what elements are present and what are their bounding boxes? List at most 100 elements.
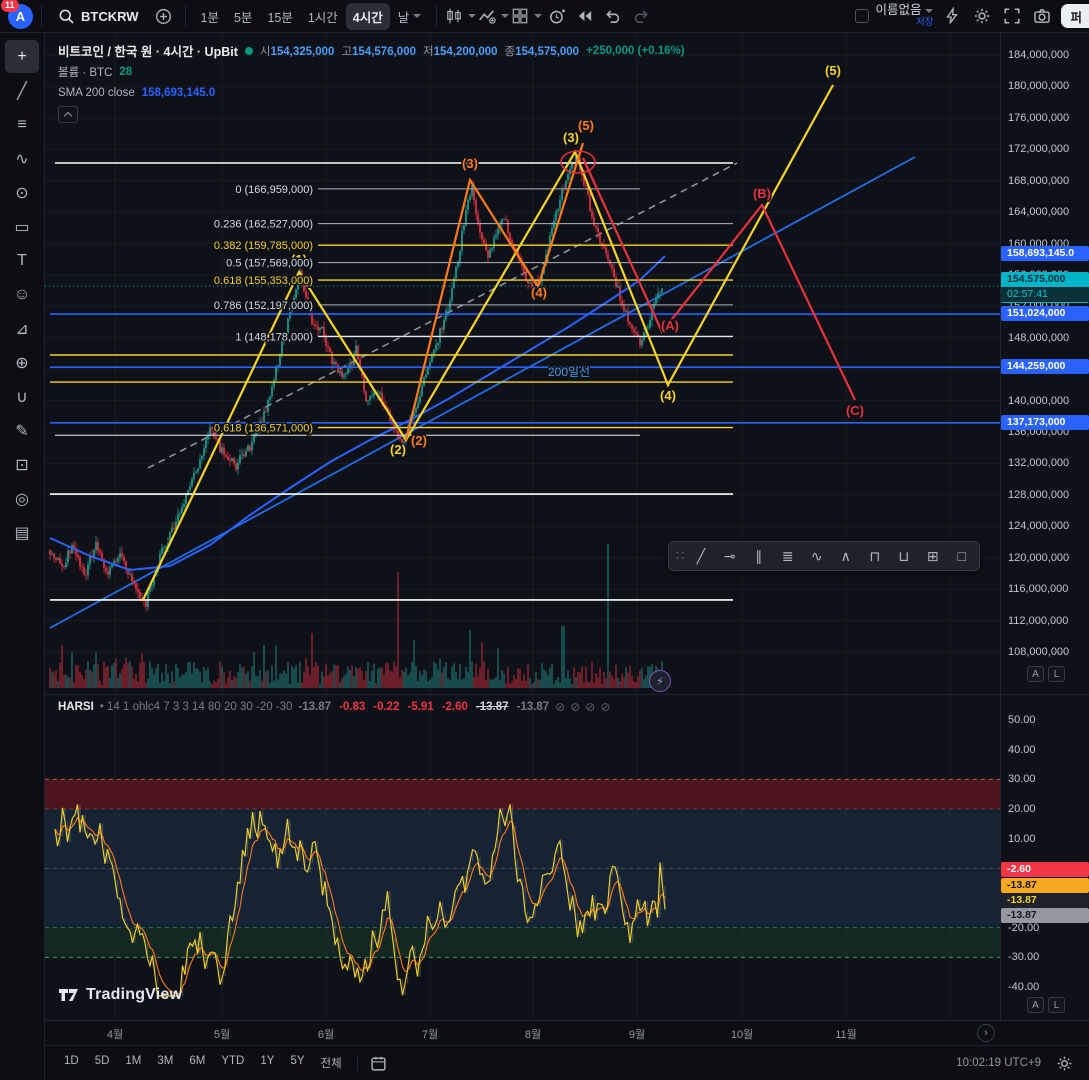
scroll-to-realtime-button[interactable]: ›: [977, 1024, 995, 1042]
layout-grid-button[interactable]: [511, 3, 543, 29]
interval-button-날[interactable]: 날: [391, 3, 429, 30]
harsi-gridlines: [114, 695, 951, 1020]
main-chart-pane[interactable]: (1) (2) (3) (4) (5) (2) (3) (4) (5) (A) (B) (C) 200일…: [45, 33, 1089, 694]
horizontal-levels: [50, 162, 1000, 601]
change-value: +250,000 (+0.16%): [586, 44, 685, 57]
lock-tool[interactable]: ⊡: [15, 456, 29, 474]
bar-replay-button[interactable]: [572, 3, 598, 29]
range-button-1M[interactable]: 1M: [125, 1055, 142, 1067]
range-button-5Y[interactable]: 5Y: [290, 1055, 305, 1067]
avatar-letter: A: [15, 8, 26, 24]
disabled-plot-icon: ⊘: [585, 700, 596, 714]
screenshot-icon[interactable]: [1029, 3, 1055, 29]
sma-indicator-label[interactable]: SMA 200 close: [58, 86, 135, 99]
delete-tool[interactable]: ▤: [14, 524, 30, 542]
trendline-tool[interactable]: ╱: [17, 82, 27, 100]
legend-collapse-button[interactable]: [58, 106, 78, 123]
elliott-wave-icon[interactable]: ∧: [840, 547, 851, 564]
draw-tool[interactable]: ✎: [15, 422, 29, 440]
scale-settings-icon[interactable]: [1051, 1050, 1077, 1076]
undo-button[interactable]: [600, 3, 626, 29]
range-button-3M[interactable]: 3M: [157, 1055, 174, 1067]
range-button-YTD[interactable]: YTD: [221, 1055, 245, 1067]
month-label-10월: 10월: [730, 1029, 754, 1041]
harsi-chart[interactable]: [45, 695, 1000, 1020]
measure-tool[interactable]: ⊿: [15, 320, 29, 338]
price-chart[interactable]: (1) (2) (3) (4) (5) (2) (3) (4) (5) (A) (B) (C) 200일…: [45, 33, 1000, 694]
scale-button-L[interactable]: L: [1048, 666, 1065, 682]
month-label-11월: 11월: [835, 1029, 857, 1041]
tradingview-logo[interactable]: TradingView: [58, 986, 182, 1004]
zigzag-icon[interactable]: ∿: [810, 547, 823, 564]
price-tick: 120,000,000: [1008, 551, 1070, 564]
interval-button-4시간[interactable]: 4시간: [345, 2, 390, 30]
interval-button-5분[interactable]: 5분: [233, 10, 253, 25]
hide-drawings-tool[interactable]: ◎: [15, 490, 29, 508]
range-button-1D[interactable]: 1D: [64, 1055, 79, 1067]
symbol-search-button[interactable]: BTCKRW: [50, 5, 147, 28]
drag-handle-icon[interactable]: ∷: [676, 548, 684, 563]
harsi-scale-button-A[interactable]: A: [1027, 997, 1044, 1013]
harsi-status-value: -13.87: [516, 701, 550, 713]
emoji-tool[interactable]: ☺: [13, 285, 31, 303]
multi-select-checkbox[interactable]: [855, 9, 870, 23]
quick-search-icon[interactable]: [939, 3, 965, 29]
interval-button-15분[interactable]: 15분: [267, 10, 293, 25]
price-axis[interactable]: 184,000,000 180,000,000 176,000,000 172,000…: [1000, 33, 1089, 694]
harsi-scale-button-L[interactable]: L: [1048, 997, 1065, 1013]
add-symbol-button[interactable]: [151, 3, 177, 29]
settings-icon[interactable]: [969, 3, 995, 29]
rectangle-icon[interactable]: □: [957, 548, 967, 564]
pattern-tool[interactable]: ∿: [15, 150, 29, 168]
range-button-5D[interactable]: 5D: [94, 1055, 110, 1067]
alert-button[interactable]: [544, 3, 570, 29]
save-layout-button[interactable]: 저장: [916, 16, 934, 28]
projection-tool[interactable]: ⊙: [15, 184, 29, 202]
scale-button-A[interactable]: A: [1027, 666, 1044, 682]
redo-button[interactable]: [628, 3, 654, 29]
abcd-pattern-icon[interactable]: ⊔: [898, 547, 910, 564]
ohlc-values: 시154,325,000 고154,576,000 저154,200,000 종154…: [260, 43, 579, 59]
abc-correction-red-label: (A): [661, 318, 679, 333]
price-tick: 112,000,000: [1008, 614, 1069, 627]
interval-button-1분[interactable]: 1분: [200, 10, 219, 25]
magnet-tool[interactable]: ∪: [16, 388, 28, 406]
time-axis[interactable]: 4월 5월 6월 7월 8월 9월 10월 11월 ›: [45, 1020, 1089, 1045]
fib-retracement-tool[interactable]: ≡: [17, 115, 27, 133]
parallel-channel-icon[interactable]: ∥: [755, 547, 763, 564]
indicator-title[interactable]: HARSI: [58, 701, 94, 713]
candle-style-button[interactable]: [445, 3, 477, 29]
shapes-tool[interactable]: ▭: [14, 218, 30, 236]
indicators-button[interactable]: [478, 3, 510, 29]
price-tick: 184,000,000: [1008, 49, 1070, 61]
horizontal-ray-icon[interactable]: ⊸: [723, 547, 736, 564]
separator: [356, 1055, 358, 1071]
calendar-icon: [370, 1055, 387, 1072]
harsi-tick: 40.00: [1008, 743, 1036, 756]
volume-indicator-label[interactable]: 볼륨 · BTC: [58, 66, 113, 79]
trendline-icon[interactable]: ╱: [696, 547, 705, 564]
range-button-6M[interactable]: 6M: [189, 1055, 206, 1067]
range-button-전체[interactable]: 전체: [320, 1058, 342, 1070]
red-highlight-circle: [560, 150, 596, 174]
harsi-axis[interactable]: 50.00 40.00 30.00 20.00 10.00 -20.00 -30.00 -40…: [1000, 695, 1089, 1020]
head-shoulders-icon[interactable]: ⊓: [869, 547, 881, 564]
layout-name-button[interactable]: 이름없음 저장: [875, 3, 934, 28]
publish-button[interactable]: 퍼: [1061, 4, 1089, 28]
text-tool[interactable]: T: [17, 251, 27, 269]
spark-icon[interactable]: ⚡: [649, 670, 671, 692]
zoom-in-tool[interactable]: ⊕: [15, 354, 29, 372]
clock[interactable]: 10:02:19 UTC+9: [956, 1057, 1041, 1069]
fib-level-label: 1 (148,178,000): [235, 331, 313, 343]
crosshair-tool[interactable]: +: [5, 40, 39, 73]
fullscreen-icon[interactable]: [999, 3, 1025, 29]
text-note-icon[interactable]: ⊞: [926, 547, 939, 564]
go-to-date-button[interactable]: [366, 1050, 392, 1076]
interval-button-1시간[interactable]: 1시간: [307, 10, 338, 25]
avatar[interactable]: A 11: [1, 0, 33, 29]
symbol-title[interactable]: 비트코인 / 한국 원 · 4시간 · UpBit: [58, 45, 238, 59]
range-button-1Y[interactable]: 1Y: [260, 1055, 275, 1067]
bars-pattern-icon[interactable]: ≣: [781, 547, 794, 564]
month-label-7월: 7월: [421, 1029, 439, 1041]
harsi-pane[interactable]: HARSI • 14 1 ohlc4 7 3 3 14 80 20 30 -20…: [45, 694, 1089, 1020]
